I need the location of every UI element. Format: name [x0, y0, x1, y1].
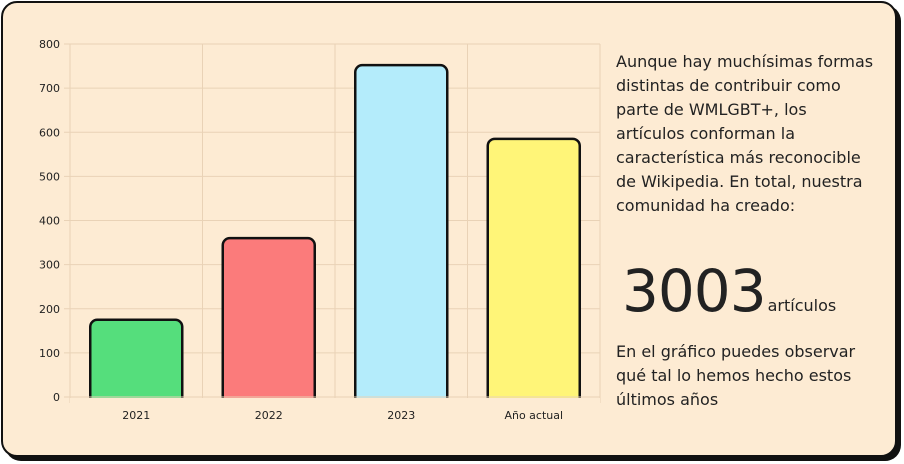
description-panel: Aunque hay muchísimas formas distintas d…: [616, 50, 878, 218]
y-tick-label: 800: [39, 38, 60, 51]
y-tick-label: 200: [39, 303, 60, 316]
intro-text: Aunque hay muchísimas formas distintas d…: [616, 52, 874, 215]
y-tick-label: 600: [39, 126, 60, 139]
article-total-unit: artículos: [767, 296, 837, 315]
bar: [354, 63, 449, 407]
outro-text: En el gráfico puedes observar qué tal lo…: [616, 342, 856, 409]
x-tick-label: Año actual: [504, 409, 563, 422]
bar: [221, 236, 316, 407]
x-tick-label: 2023: [387, 409, 415, 422]
y-tick-label: 500: [39, 170, 60, 183]
y-tick-label: 100: [39, 347, 60, 360]
axis-band: [70, 398, 600, 410]
y-tick-label: 400: [39, 215, 60, 228]
article-total: 3003 artículos: [622, 258, 836, 324]
x-tick-label: 2022: [255, 409, 283, 422]
x-tick-label: 2021: [122, 409, 150, 422]
bar: [89, 318, 184, 407]
bar: [486, 137, 581, 407]
y-tick-label: 300: [39, 259, 60, 272]
article-total-number: 3003: [622, 257, 767, 325]
y-tick-label: 700: [39, 82, 60, 95]
y-tick-label: 0: [53, 391, 60, 404]
